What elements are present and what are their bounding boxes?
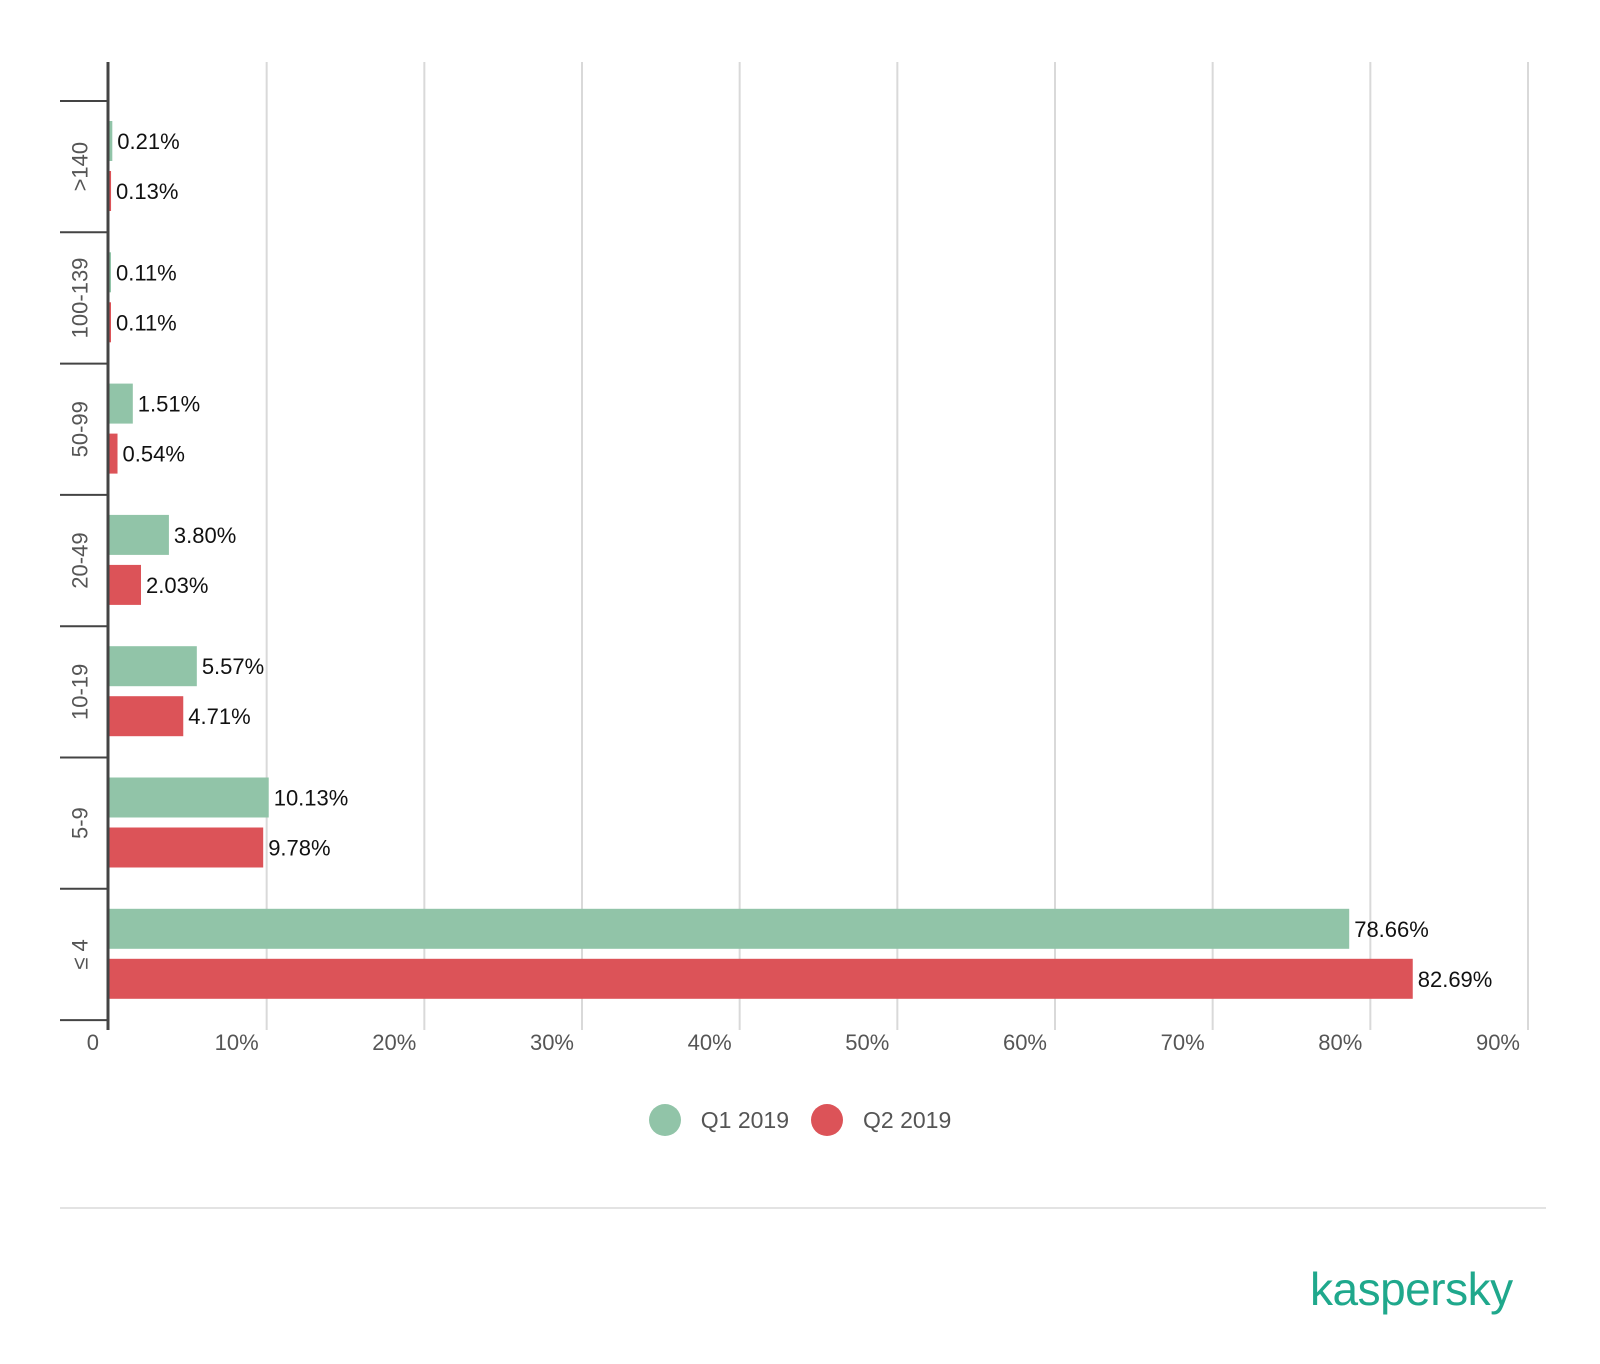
bar-q2 bbox=[109, 958, 1413, 999]
data-label: 3.80% bbox=[174, 523, 236, 548]
x-tick-label: 90% bbox=[1476, 1030, 1520, 1055]
data-label: 2.03% bbox=[146, 573, 208, 598]
x-tick-label: 50% bbox=[845, 1030, 889, 1055]
x-tick-label: 20% bbox=[372, 1030, 416, 1055]
data-label: 78.66% bbox=[1354, 917, 1429, 942]
bar-q2 bbox=[109, 696, 184, 737]
x-tick-label: 30% bbox=[530, 1030, 574, 1055]
data-label: 4.71% bbox=[188, 704, 250, 729]
data-label: 10.13% bbox=[274, 786, 349, 811]
x-tick-label: 0 bbox=[87, 1030, 99, 1055]
category-label: ≤ 4 bbox=[68, 939, 93, 969]
x-tick-label: 80% bbox=[1318, 1030, 1362, 1055]
x-tick-label: 60% bbox=[1003, 1030, 1047, 1055]
bar-q2 bbox=[109, 827, 264, 868]
data-label: 0.11% bbox=[116, 310, 177, 335]
bar-q1 bbox=[109, 777, 269, 818]
x-tick-label: 10% bbox=[215, 1030, 259, 1055]
bar-q2 bbox=[109, 302, 111, 343]
data-label: 9.78% bbox=[268, 836, 330, 861]
footer-divider bbox=[60, 1207, 1546, 1209]
category-label: >140 bbox=[68, 142, 93, 192]
bar-q1 bbox=[109, 908, 1350, 949]
legend: Q1 2019 Q2 2019 bbox=[0, 1104, 1600, 1136]
category-label: 50-99 bbox=[68, 401, 93, 457]
data-label: 1.51% bbox=[138, 392, 200, 417]
legend-item-q1: Q1 2019 bbox=[648, 1104, 789, 1136]
category-label: 100-139 bbox=[68, 258, 93, 339]
data-label: 0.11% bbox=[116, 260, 177, 285]
bar-q2 bbox=[109, 171, 112, 211]
bar-q1 bbox=[109, 252, 111, 293]
legend-label-q2: Q2 2019 bbox=[863, 1106, 952, 1133]
kaspersky-logo: kaspersky bbox=[1310, 1263, 1513, 1315]
bar-q1 bbox=[109, 646, 197, 687]
bar-q1 bbox=[109, 514, 169, 555]
bar-q1 bbox=[109, 383, 133, 424]
category-label: 10-19 bbox=[68, 664, 93, 720]
legend-swatch-q1 bbox=[648, 1104, 681, 1136]
bar-q2 bbox=[109, 564, 142, 605]
legend-swatch-q2 bbox=[811, 1104, 843, 1136]
data-label: 0.21% bbox=[117, 129, 179, 154]
legend-item-q2: Q2 2019 bbox=[811, 1104, 951, 1136]
category-label: 5-9 bbox=[68, 807, 93, 839]
data-label: 0.54% bbox=[123, 442, 185, 467]
x-tick-label: 40% bbox=[688, 1030, 732, 1055]
bar-chart: 0 10% 20% 30% 40% 50% 60% 70% 80% 90% >140 0.21% 0.1… bbox=[60, 62, 1529, 1055]
data-label: 0.13% bbox=[116, 179, 178, 204]
x-tick-label: 70% bbox=[1161, 1030, 1205, 1055]
bar-q1 bbox=[109, 121, 113, 161]
bar-q2 bbox=[109, 433, 118, 474]
data-label: 5.57% bbox=[202, 654, 264, 679]
category-label: 20-49 bbox=[68, 532, 93, 588]
legend-label-q1: Q1 2019 bbox=[700, 1106, 789, 1133]
data-label: 82.69% bbox=[1418, 967, 1493, 992]
